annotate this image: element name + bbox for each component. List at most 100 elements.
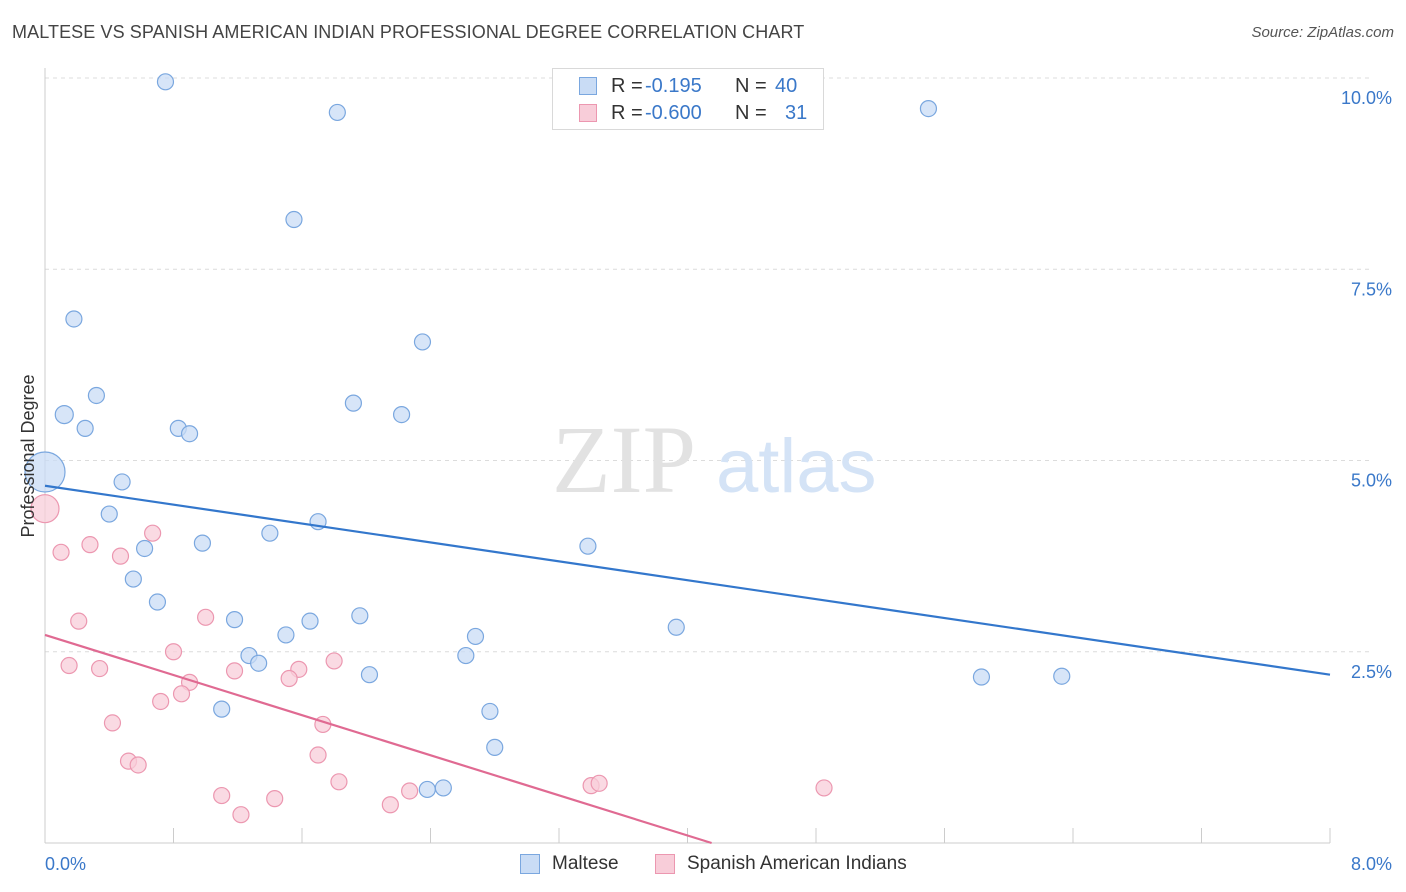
data-point (60, 656, 78, 675)
n-label: N = (735, 75, 767, 97)
data-point (148, 593, 167, 611)
data-point (81, 536, 99, 554)
y-tick-label: 2.5% (1351, 662, 1392, 682)
r-value: -0.600 (645, 102, 702, 124)
data-point (135, 539, 154, 558)
data-point (54, 405, 74, 425)
data-point (124, 570, 142, 588)
y-tick-label: 5.0% (1351, 471, 1392, 491)
data-point (164, 643, 183, 661)
watermark-atlas: atlas (716, 424, 877, 509)
stats-row-maltese: R = -0.195 N = 40 (553, 73, 823, 99)
data-point (261, 524, 279, 542)
legend-label: Spanish American Indians (687, 853, 907, 874)
maltese-trend-line (44, 484, 1331, 676)
data-point (100, 505, 118, 523)
data-point (70, 612, 88, 630)
watermark-zip: ZIP (552, 406, 696, 513)
stats-legend: R = -0.195 N = 40 R = -0.600 N = 31 (552, 68, 824, 130)
data-point (328, 103, 346, 122)
data-point (76, 419, 94, 437)
data-point (481, 702, 499, 721)
data-point (24, 451, 66, 493)
data-point (232, 806, 250, 824)
data-point (152, 692, 170, 711)
data-point (225, 611, 244, 629)
data-point (351, 607, 369, 625)
data-point (972, 668, 991, 686)
data-point (579, 537, 597, 555)
n-label: N = (735, 102, 767, 124)
data-point (103, 714, 122, 732)
maltese-swatch (579, 77, 597, 95)
maltese-swatch (520, 854, 540, 874)
data-point (193, 534, 212, 552)
data-point (413, 333, 432, 351)
data-point (65, 310, 83, 328)
data-point (309, 746, 327, 764)
y-axis-label: Professional Degree (18, 374, 38, 537)
data-point (457, 646, 475, 665)
chart-title: MALTESE VS SPANISH AMERICAN INDIAN PROFE… (12, 22, 805, 42)
data-point (401, 782, 419, 800)
data-point (87, 386, 106, 405)
data-point (285, 210, 303, 229)
stats-row-spanish-american-indians: R = -0.600 N = 31 (553, 100, 823, 126)
series-legend: Maltese Spanish American Indians (0, 852, 1406, 878)
data-point (30, 494, 60, 524)
data-point (325, 652, 343, 670)
data-point (277, 626, 295, 644)
data-point (301, 612, 319, 630)
data-point (466, 627, 485, 646)
x-tick-label: 0.0% (45, 854, 86, 874)
y-tick-label: 7.5% (1351, 279, 1392, 299)
data-point (344, 394, 362, 412)
r-label: R = (611, 102, 643, 124)
data-point (213, 700, 231, 718)
data-point (418, 780, 436, 799)
data-point (266, 790, 284, 808)
data-point (1053, 667, 1071, 685)
data-point (197, 608, 215, 626)
r-label: R = (611, 75, 643, 97)
data-point (225, 662, 244, 680)
data-point (144, 524, 162, 542)
trend-lines (44, 484, 1331, 845)
data-point (590, 774, 608, 792)
data-point (667, 618, 685, 636)
n-value: 31 (785, 102, 808, 124)
data-point (486, 738, 504, 756)
data-point (250, 654, 268, 672)
spanish-american-indians-swatch (579, 104, 597, 122)
x-tick-label: 8.0% (1351, 854, 1392, 874)
gridlines (45, 77, 1370, 653)
data-point (815, 779, 833, 797)
watermark: ZIP atlas (552, 406, 877, 513)
source-label: Source: ZipAtlas.com (1251, 24, 1394, 41)
y-tick-label: 10.0% (1341, 88, 1392, 108)
data-point (280, 669, 298, 688)
tick-labels: 2.5% 5.0% 7.5% 10.0% 0.0% 8.0% (45, 88, 1392, 874)
data-point (129, 756, 147, 774)
legend-label: Maltese (552, 853, 619, 874)
data-point (52, 543, 70, 561)
data-point (91, 659, 109, 678)
r-value: -0.195 (645, 75, 702, 97)
n-value: 40 (775, 75, 798, 97)
maltese-points (24, 73, 1071, 799)
data-point (156, 73, 175, 91)
data-point (172, 685, 191, 703)
data-point (330, 773, 348, 791)
data-point (180, 425, 199, 443)
spanish-american-indians-trend-line (44, 633, 712, 845)
data-point (360, 666, 379, 684)
data-point (213, 786, 231, 805)
data-point (434, 779, 452, 797)
data-point (392, 406, 411, 424)
spanish-american-indians-swatch (655, 854, 675, 874)
data-point (111, 547, 130, 565)
data-point (113, 473, 131, 491)
data-point (381, 796, 399, 814)
data-point (919, 99, 938, 118)
